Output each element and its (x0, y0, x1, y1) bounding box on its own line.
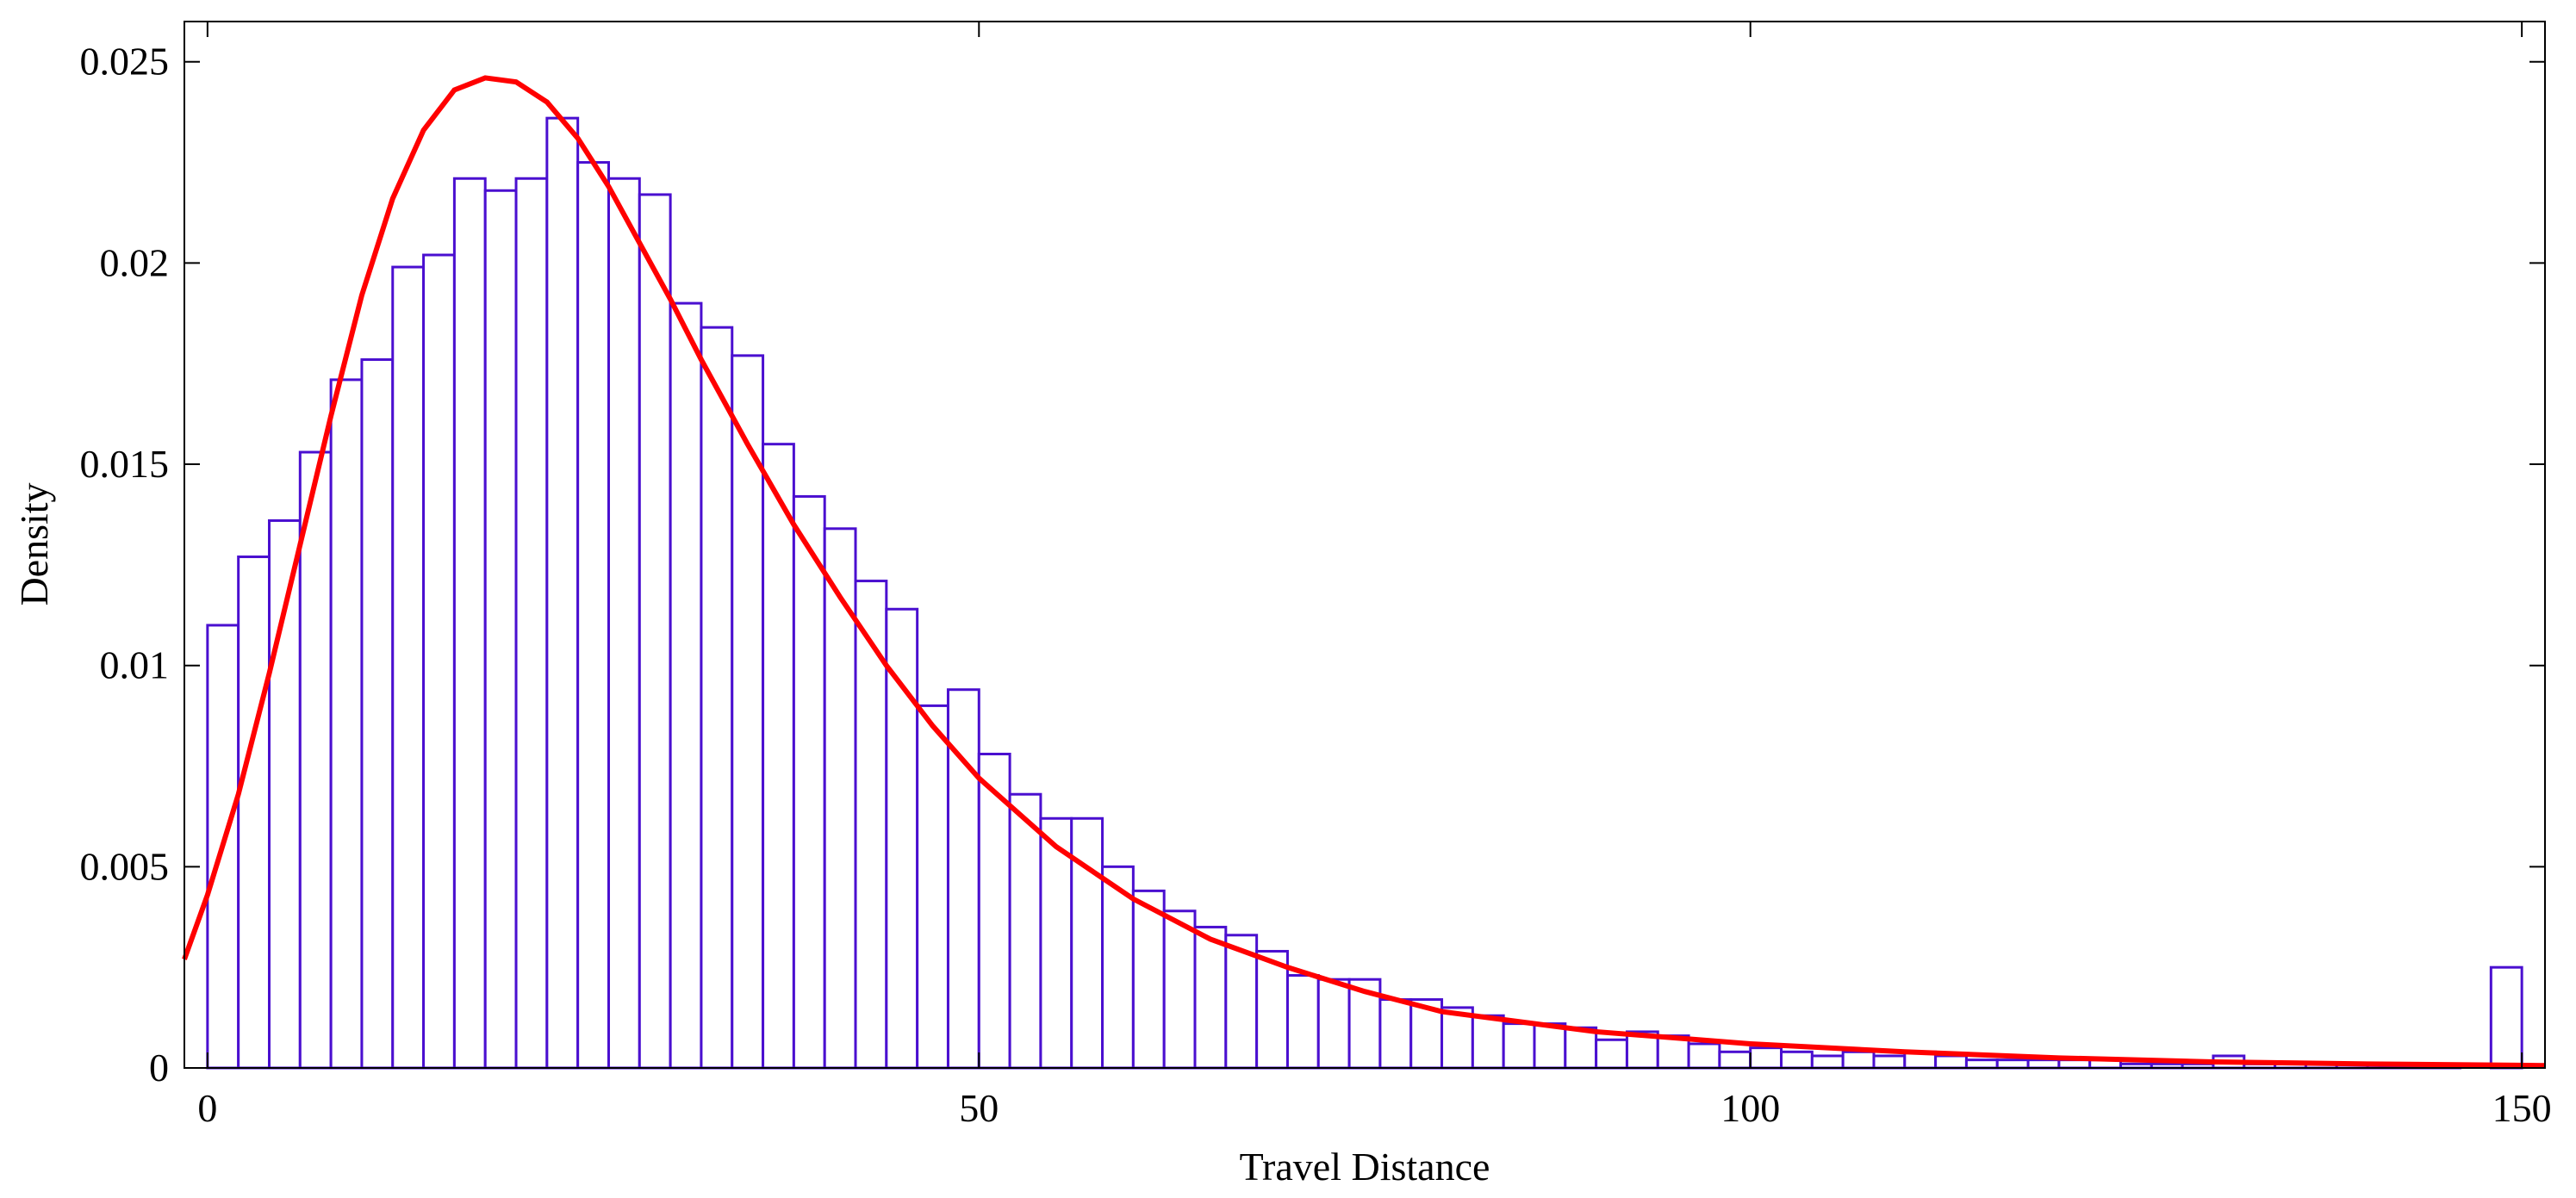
x-axis-label: Travel Distance (1240, 1145, 1490, 1189)
fit-curve (182, 75, 2546, 1069)
histogram-bar (1687, 1042, 1721, 1070)
histogram-bar (576, 161, 610, 1070)
y-tick-label: 0.02 (100, 240, 170, 284)
histogram-bar (607, 177, 641, 1070)
histogram-bar (700, 326, 734, 1070)
histogram-bar (360, 358, 395, 1070)
histogram-bar (1533, 1022, 1567, 1070)
x-tick-label: 100 (1720, 1086, 1780, 1130)
histogram-bar (452, 177, 487, 1070)
histogram-bar (1193, 925, 1228, 1070)
histogram-bar (1841, 1050, 1876, 1070)
histogram-bar (2026, 1058, 2061, 1070)
y-tick-label: 0.025 (80, 40, 170, 84)
histogram-bar (1255, 949, 1289, 1070)
histogram-bar (1008, 792, 1042, 1070)
histogram-bar (1934, 1054, 1968, 1070)
histogram-bar (1564, 1026, 1598, 1070)
histogram-bar (669, 301, 703, 1070)
histogram-bar (545, 116, 580, 1070)
histogram-bar (1810, 1054, 1845, 1070)
histogram-bar (1378, 998, 1413, 1070)
histogram-bar (483, 189, 518, 1070)
histogram-bar (1285, 974, 1320, 1070)
histogram-bar (1780, 1050, 1814, 1070)
histogram-bar (237, 556, 271, 1070)
histogram-bar (514, 177, 549, 1070)
histogram-bar (1872, 1054, 1907, 1070)
histogram-bar (1718, 1050, 1752, 1070)
plot-frame (184, 21, 2546, 1069)
histogram-bar (854, 580, 888, 1070)
histogram-bar (916, 704, 949, 1070)
histogram-bar (638, 193, 672, 1070)
y-axis-label: Density (12, 482, 56, 605)
histogram-bar (422, 253, 456, 1070)
histogram-bar (391, 265, 426, 1070)
histogram-bar (792, 494, 826, 1070)
x-tick-label: 50 (959, 1086, 999, 1130)
histogram-bar (1101, 865, 1135, 1070)
histogram-bar (1502, 1022, 1536, 1070)
histogram-bar (1131, 889, 1166, 1070)
histogram-bar (1964, 1058, 1999, 1070)
histogram-bar (329, 378, 364, 1070)
histogram-bar (1749, 1046, 1783, 1070)
histogram-bar (1995, 1058, 2030, 1070)
y-tick-label: 0.015 (80, 442, 170, 486)
x-tick-label: 150 (2492, 1086, 2552, 1130)
histogram-bar (298, 450, 333, 1070)
histogram-bar (762, 443, 795, 1070)
histogram-bar (1595, 1038, 1628, 1070)
histogram-bar (2489, 965, 2523, 1070)
x-tick-label: 0 (197, 1086, 217, 1130)
histogram-bar (1070, 816, 1104, 1070)
histogram-bar (1471, 1014, 1505, 1070)
histogram-bar (1162, 909, 1197, 1070)
y-tick-label: 0 (149, 1046, 169, 1089)
histogram-bar (885, 607, 919, 1070)
y-tick-label: 0.01 (100, 643, 170, 687)
histogram-bar (1316, 978, 1351, 1070)
y-tick-label: 0.005 (80, 844, 170, 888)
